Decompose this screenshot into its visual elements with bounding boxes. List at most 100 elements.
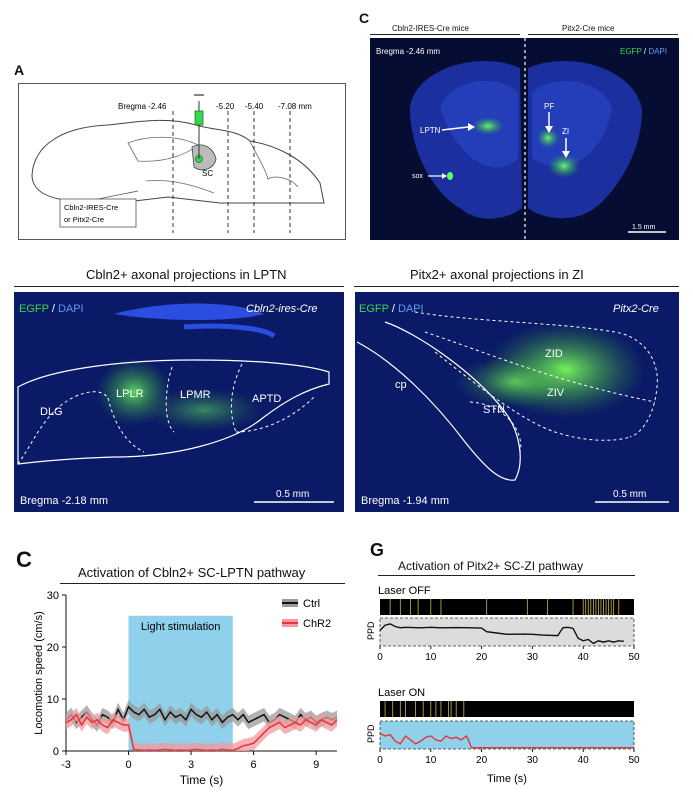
cbln2-panel-title: Cbln2+ axonal projections in LPTN	[86, 267, 287, 282]
cp-label: cp	[395, 379, 407, 391]
header-pitx2: Pitx2-Cre mice	[562, 24, 615, 33]
cbln2-dapi: DAPI	[58, 303, 84, 315]
pitx2-dapi: DAPI	[398, 303, 424, 315]
zi-arrowhead	[562, 151, 570, 158]
y-tick-label: 10	[47, 694, 59, 706]
x-tick-label: 9	[313, 759, 319, 771]
chr2-error-band	[66, 707, 337, 751]
x-axis-label: Time (s)	[180, 773, 224, 787]
laser-on-label: Laser ON	[378, 687, 425, 699]
x-tick-label: -3	[61, 759, 71, 771]
coronal-sep: /	[642, 47, 649, 56]
pitx2-scale-label: 0.5 mm	[613, 489, 646, 500]
zi-label: ZI	[562, 127, 569, 136]
pf-arrowhead	[545, 126, 553, 133]
off-x-tick-label: 40	[578, 652, 590, 663]
pitx2-projection-image: EGFP / DAPI Pitx2-Cre cp ZID ZIV STN Bre…	[355, 292, 679, 512]
lptn-signal	[472, 117, 504, 135]
y-tick-label: 30	[47, 590, 59, 602]
brainstem-contour	[145, 180, 215, 194]
stimulus-window	[128, 615, 233, 751]
off-x-tick-label: 10	[425, 652, 437, 663]
stn-label: STN	[483, 404, 505, 416]
cbln2-scale-label: 0.5 mm	[276, 489, 309, 500]
stn-boundary	[469, 401, 522, 453]
cbln2-outer-contour	[17, 359, 330, 465]
header-line-right	[528, 34, 678, 35]
laser-off-label: Laser OFF	[378, 585, 431, 597]
on-x-tick-label: 30	[527, 755, 539, 766]
cbln2-projection-drawing: EGFP / DAPI Cbln2-ires-Cre DLG LPLR LPMR…	[14, 292, 344, 512]
coronal-dapi: DAPI	[648, 47, 667, 56]
coronal-section-drawing: Bregma -2.46 mm EGFP / DAPI LPTN PF ZI s…	[376, 38, 667, 240]
lpmr-signal	[144, 388, 264, 432]
mouse-line-label-1: Cbln2-IRES-Cre	[64, 203, 118, 212]
pitx2-egfp: EGFP	[359, 303, 389, 315]
cbln2-bregma-label: Bregma -2.18 mm	[20, 495, 108, 507]
ziv-label: ZIV	[547, 387, 565, 399]
laser-on-ppd-box	[379, 720, 635, 750]
panel-c-bottom-letter: C	[16, 547, 32, 572]
ppd-x-axis-label: Time (s)	[487, 773, 527, 785]
speed-chart-title: Activation of Cbln2+ SC-LPTN pathway	[78, 565, 306, 580]
lplr-lower-boundary	[107, 397, 145, 453]
chr2-series-line	[65, 713, 338, 752]
cbln2-projection-image: EGFP / DAPI Cbln2-ires-Cre DLG LPLR LPMR…	[14, 292, 344, 512]
on-x-tick-label: 20	[476, 755, 488, 766]
speed-title-line	[60, 583, 345, 584]
laser-off-trace	[379, 623, 624, 645]
cbln2-top-tract-2	[183, 323, 276, 339]
y-tick-label: 0	[53, 746, 59, 758]
cbln2-sep: /	[49, 303, 58, 315]
mouse-line-label-2: or Pitx2-Cre	[64, 215, 104, 224]
cbln2-title-line	[14, 286, 344, 287]
brain-sagittal-diagram: Bregma -2.46 -5.20 -5.40 -7.08 mm SC Cbl…	[18, 83, 346, 240]
ppd-chart: Laser OFF PPD Laser ON PPD 0 10 20 30 40 50 0 10 20 3…	[366, 585, 640, 785]
pitx2-line-label: Pitx2-Cre	[613, 303, 659, 315]
coronal-section-image: Bregma -2.46 mm EGFP / DAPI LPTN PF ZI s…	[370, 38, 679, 240]
cerebellum-contour	[249, 140, 299, 188]
lplr-lpmr-boundary	[165, 366, 175, 433]
header-cbln2: Cbln2-IRES-Cre mice	[392, 24, 469, 33]
panel-g-letter: G	[370, 540, 385, 560]
legend-label: Ctrl	[303, 598, 320, 610]
stimulus-label: Light stimulation	[141, 621, 221, 633]
panel-a-letter: A	[14, 62, 25, 78]
pitx2-projection-drawing: EGFP / DAPI Pitx2-Cre cp ZID ZIV STN Bre…	[355, 292, 679, 512]
pitx2-panel-title: Pitx2+ axonal projections in ZI	[410, 267, 584, 282]
panel-c-top-letter: C	[359, 10, 370, 26]
bregma-label-1: Bregma -2.46	[118, 102, 167, 111]
sc-label: SC	[202, 169, 213, 178]
laser-on-trace	[379, 732, 634, 749]
ppd-title-line	[378, 575, 635, 576]
off-x-tick-label: 20	[476, 652, 488, 663]
ziv-lower-boundary	[434, 351, 631, 441]
pitx2-stain-label: EGFP / DAPI	[359, 303, 424, 315]
coronal-scale-label: 1.5 mm	[632, 224, 656, 231]
x-tick-label: 6	[251, 759, 257, 771]
coronal-stain-label: EGFP / DAPI	[620, 47, 667, 56]
on-x-tick-label: 10	[425, 755, 437, 766]
sox-arrowhead	[442, 173, 447, 179]
pitx2-title-line	[354, 286, 679, 287]
legend-label: ChR2	[303, 618, 331, 630]
zi-signal	[548, 154, 580, 178]
zi-outer-boundary	[414, 311, 658, 438]
lptn-arrow	[441, 126, 469, 131]
aptd-label: APTD	[252, 393, 281, 405]
bregma-label-2: -5.20	[216, 102, 235, 111]
pitx2-sep: /	[389, 303, 398, 315]
zid-label: ZID	[545, 348, 563, 360]
syringe-barrel	[194, 110, 204, 126]
coronal-bregma-label: Bregma -2.46 mm	[376, 47, 440, 56]
laser-off-raster	[380, 599, 634, 615]
off-x-tick-label: 0	[377, 652, 383, 663]
cbln2-stain-label: EGFP / DAPI	[19, 303, 84, 315]
lptn-arrowhead	[468, 123, 475, 131]
cp-contour	[356, 321, 521, 481]
pitx2-bregma-label: Bregma -1.94 mm	[361, 495, 449, 507]
lptn-label: LPTN	[420, 126, 441, 135]
cbln2-top-tract	[114, 303, 264, 320]
on-x-tick-label: 50	[628, 755, 640, 766]
